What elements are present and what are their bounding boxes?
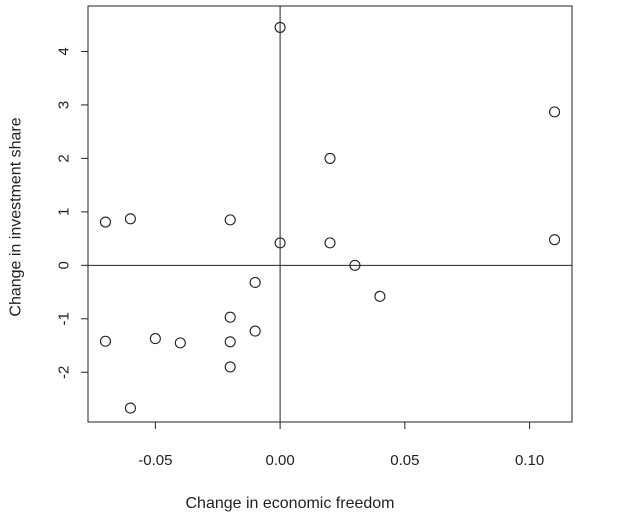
data-point [324, 152, 336, 164]
data-point [548, 234, 561, 246]
data-point [99, 216, 112, 228]
data-point [124, 402, 136, 414]
x-axis-title: Change in economic freedom [185, 495, 394, 512]
data-point [124, 213, 136, 225]
y-tick-label: 0 [56, 261, 73, 269]
data-point [324, 237, 336, 249]
data-point [349, 259, 361, 271]
data-point [249, 325, 261, 337]
data-point [249, 276, 261, 288]
y-tick-label: 4 [56, 47, 73, 55]
y-tick-label: 2 [56, 154, 73, 162]
data-point [174, 337, 186, 349]
data-point [224, 311, 236, 323]
y-tick-label: 3 [56, 101, 73, 109]
x-tick-label: 0.10 [515, 452, 544, 469]
data-point [374, 290, 386, 302]
data-point [274, 21, 286, 33]
data-point [274, 237, 286, 249]
x-tick-label: 0.00 [266, 452, 295, 469]
x-tick-label: 0.05 [390, 452, 419, 469]
x-tick-label: -0.05 [138, 452, 172, 469]
data-point [99, 335, 112, 347]
y-tick-label: -2 [56, 366, 73, 379]
data-point [149, 333, 161, 345]
data-point [224, 336, 236, 348]
x-axis: -0.05 0.00 0.05 0.10 [138, 422, 544, 469]
y-axis: -2 -1 0 1 2 3 4 [56, 47, 88, 379]
data-points [99, 21, 561, 414]
y-tick-label: 1 [56, 208, 73, 216]
data-point [548, 106, 561, 118]
y-axis-title: Change in investment share [8, 117, 25, 316]
plot-frame [87, 5, 573, 423]
plot-area [87, 5, 573, 423]
data-point [224, 214, 236, 226]
data-point [224, 361, 236, 373]
y-tick-label: -1 [56, 312, 73, 325]
